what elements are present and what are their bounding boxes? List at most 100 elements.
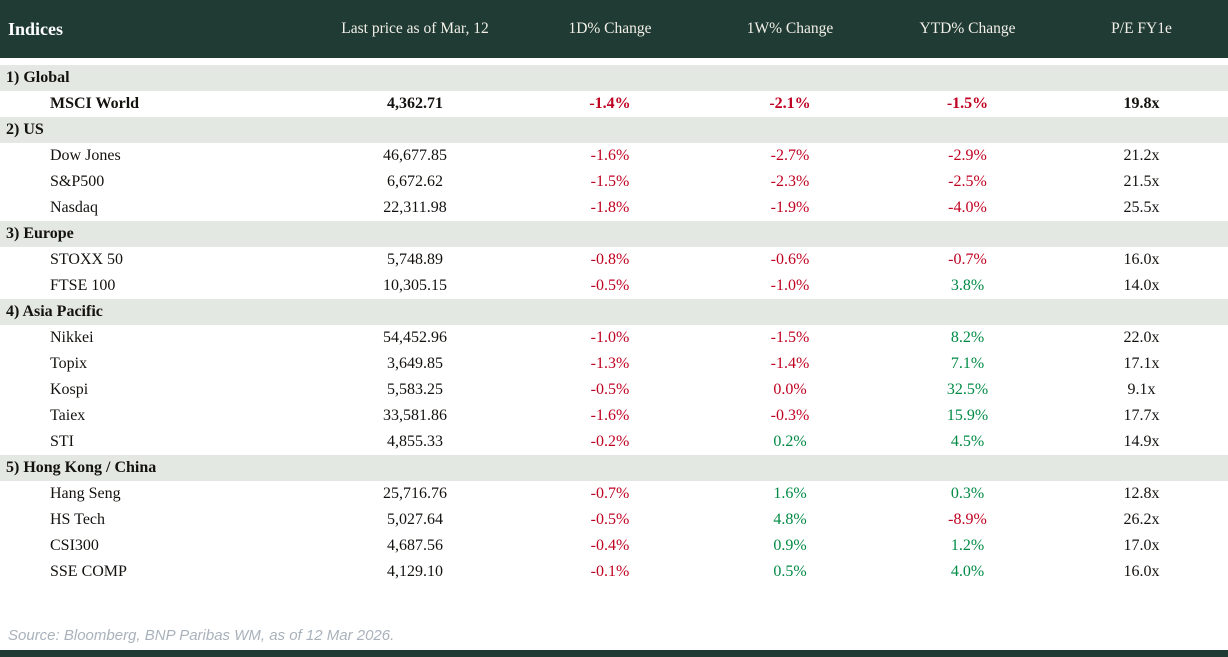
section-label: 1) Global <box>6 69 70 86</box>
table-row: Dow Jones 46,677.85 -1.6% -2.7% -2.9% 21.2x <box>0 143 1228 169</box>
change-ytd: 32.5% <box>946 381 989 398</box>
section-header: 3) Europe <box>0 221 1228 247</box>
change-1d: -1.3% <box>590 355 630 372</box>
change-1w: 0.9% <box>773 537 807 554</box>
index-name: Nikkei <box>50 329 94 346</box>
index-name: STOXX 50 <box>50 251 124 268</box>
section-header: 4) Asia Pacific <box>0 299 1228 325</box>
table-body: 1) Global MSCI World 4,362.71 -1.4% -2.1% -1.… <box>0 58 1228 585</box>
change-ytd: -2.9% <box>948 147 987 164</box>
change-1w: 1.6% <box>773 485 807 502</box>
index-name: Taiex <box>50 407 86 424</box>
table-row: Nasdaq 22,311.98 -1.8% -1.9% -4.0% 25.5x <box>0 195 1228 221</box>
index-name: HS Tech <box>50 511 106 528</box>
last-price: 54,452.96 <box>383 329 447 346</box>
pe-ratio: 9.1x <box>1127 381 1156 398</box>
last-price: 25,716.76 <box>383 485 447 502</box>
change-1w: 0.0% <box>773 381 807 398</box>
index-name: MSCI World <box>50 95 140 112</box>
table-row: S&P500 6,672.62 -1.5% -2.3% -2.5% 21.5x <box>0 169 1228 195</box>
last-price: 5,748.89 <box>387 251 443 268</box>
last-price: 33,581.86 <box>383 407 447 424</box>
change-1w: -0.3% <box>770 407 810 424</box>
pe-ratio: 16.0x <box>1123 563 1160 580</box>
table-row: CSI300 4,687.56 -0.4% 0.9% 1.2% 17.0x <box>0 533 1228 559</box>
index-name: SSE COMP <box>50 563 127 580</box>
table-row: Kospi 5,583.25 -0.5% 0.0% 32.5% 9.1x <box>0 377 1228 403</box>
last-price: 10,305.15 <box>383 277 447 294</box>
change-ytd: 4.0% <box>950 563 985 580</box>
change-1w: -2.7% <box>770 147 810 164</box>
change-1w: -0.6% <box>770 251 810 268</box>
change-ytd: 4.5% <box>950 433 985 450</box>
pe-ratio: 21.2x <box>1123 147 1160 164</box>
change-1d: -0.8% <box>590 251 630 268</box>
pe-ratio: 17.1x <box>1123 355 1160 372</box>
change-1d: -1.4% <box>589 95 631 112</box>
change-ytd: 0.3% <box>950 485 985 502</box>
change-1w: -1.9% <box>770 199 810 216</box>
change-1d: -0.7% <box>590 485 630 502</box>
change-ytd: -2.5% <box>948 173 987 190</box>
change-ytd: -1.5% <box>946 95 989 112</box>
change-1d: -1.6% <box>590 407 630 424</box>
change-1d: -1.5% <box>590 173 630 190</box>
last-price: 5,583.25 <box>387 381 443 398</box>
change-1w: -1.5% <box>770 329 810 346</box>
change-ytd: -8.9% <box>948 511 987 528</box>
change-1d: -1.6% <box>590 147 630 164</box>
table-row: STI 4,855.33 -0.2% 0.2% 4.5% 14.9x <box>0 429 1228 455</box>
index-name: STI <box>50 433 74 450</box>
table-title: Indices <box>8 18 64 39</box>
section-header: 2) US <box>0 117 1228 143</box>
index-name: S&P500 <box>50 173 105 190</box>
column-header-ytd-change: YTD% Change <box>919 20 1016 37</box>
change-ytd: -4.0% <box>948 199 987 216</box>
section-label: 4) Asia Pacific <box>6 303 103 320</box>
last-price: 4,362.71 <box>387 95 443 112</box>
table-row: Hang Seng 25,716.76 -0.7% 1.6% 0.3% 12.8x <box>0 481 1228 507</box>
index-name: Dow Jones <box>50 147 121 164</box>
table-row: SSE COMP 4,129.10 -0.1% 0.5% 4.0% 16.0x <box>0 559 1228 585</box>
change-ytd: -0.7% <box>948 251 987 268</box>
table-row: Topix 3,649.85 -1.3% -1.4% 7.1% 17.1x <box>0 351 1228 377</box>
pe-ratio: 21.5x <box>1123 173 1160 190</box>
pe-ratio: 17.7x <box>1123 407 1160 424</box>
pe-ratio: 14.9x <box>1123 433 1160 450</box>
section-header: 5) Hong Kong / China <box>0 455 1228 481</box>
change-1w: 4.8% <box>773 511 807 528</box>
pe-ratio: 14.0x <box>1123 277 1160 294</box>
column-header-1d-change: 1D% Change <box>568 20 652 37</box>
last-price: 6,672.62 <box>387 173 443 190</box>
table-row: HS Tech 5,027.64 -0.5% 4.8% -8.9% 26.2x <box>0 507 1228 533</box>
last-price: 4,687.56 <box>387 537 443 554</box>
column-header-1w-change: 1W% Change <box>746 20 834 37</box>
pe-ratio: 16.0x <box>1123 251 1160 268</box>
change-1d: -0.2% <box>590 433 630 450</box>
pe-ratio: 17.0x <box>1123 537 1160 554</box>
table-row: Nikkei 54,452.96 -1.0% -1.5% 8.2% 22.0x <box>0 325 1228 351</box>
change-1w: -1.4% <box>770 355 810 372</box>
pe-ratio: 19.8x <box>1123 95 1160 112</box>
source-note: Source: Bloomberg, BNP Paribas WM, as of… <box>8 627 395 644</box>
table-header-row: Indices Last price as of Mar, 12 1D% Cha… <box>0 0 1228 58</box>
section-label: 5) Hong Kong / China <box>6 459 157 476</box>
index-name: Nasdaq <box>50 199 98 216</box>
last-price: 4,855.33 <box>387 433 443 450</box>
change-1d: -0.5% <box>590 511 630 528</box>
change-1w: -2.3% <box>770 173 810 190</box>
section-label: 2) US <box>6 121 44 138</box>
change-1d: -0.1% <box>590 563 630 580</box>
change-1w: 0.5% <box>773 563 807 580</box>
change-1d: -1.8% <box>590 199 630 216</box>
last-price: 3,649.85 <box>387 355 443 372</box>
pe-ratio: 12.8x <box>1123 485 1160 502</box>
table-row: STOXX 50 5,748.89 -0.8% -0.6% -0.7% 16.0x <box>0 247 1228 273</box>
change-1w: -2.1% <box>769 95 811 112</box>
last-price: 22,311.98 <box>383 199 447 216</box>
last-price: 5,027.64 <box>387 511 443 528</box>
index-name: CSI300 <box>50 537 99 554</box>
change-ytd: 7.1% <box>950 355 985 372</box>
change-ytd: 1.2% <box>950 537 985 554</box>
